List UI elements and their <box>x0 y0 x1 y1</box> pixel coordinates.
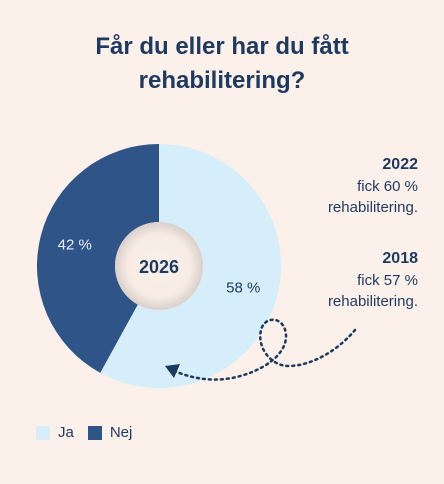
chart-title-line-1: Får du eller har du fått <box>95 33 349 60</box>
legend-swatch-nej <box>87 425 102 440</box>
annotation-2018-year: 2018 <box>382 250 418 267</box>
arrow-head-icon <box>165 364 180 378</box>
slice-label-nej: 42 % <box>58 236 92 253</box>
annotation-2022-line-2: rehabilitering. <box>327 199 418 216</box>
dotted-arrow-line <box>170 318 357 381</box>
annotation-2022-line-1: fick 60 % <box>357 178 418 195</box>
annotation-2022: 2022 fick 60 % rehabilitering. <box>258 154 418 218</box>
slice-ja <box>100 144 282 388</box>
center-label: 2026 <box>139 257 179 277</box>
legend-label-nej: Nej <box>109 424 133 441</box>
donut-hole <box>115 222 203 310</box>
annotation-2022-year: 2022 <box>382 156 418 173</box>
legend: Ja Nej <box>36 424 146 441</box>
annotation-2018-line-2: rehabilitering. <box>327 293 418 310</box>
legend-item-nej: Nej <box>87 424 133 441</box>
slice-label-ja: 58 % <box>226 280 260 297</box>
legend-item-ja: Ja <box>36 424 74 441</box>
annotation-2018: 2018 fick 57 % rehabilitering. <box>258 248 418 312</box>
annotation-2018-line-1: fick 57 % <box>357 272 418 289</box>
legend-swatch-ja <box>36 425 50 440</box>
legend-label-ja: Ja <box>58 424 74 441</box>
slice-nej <box>37 144 159 373</box>
chart-title: Får du eller har du fått rehabilitering? <box>0 30 444 98</box>
chart-title-line-2: rehabilitering? <box>138 67 306 94</box>
